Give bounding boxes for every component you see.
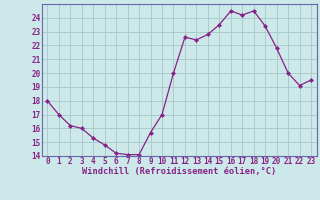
X-axis label: Windchill (Refroidissement éolien,°C): Windchill (Refroidissement éolien,°C) <box>82 167 276 176</box>
